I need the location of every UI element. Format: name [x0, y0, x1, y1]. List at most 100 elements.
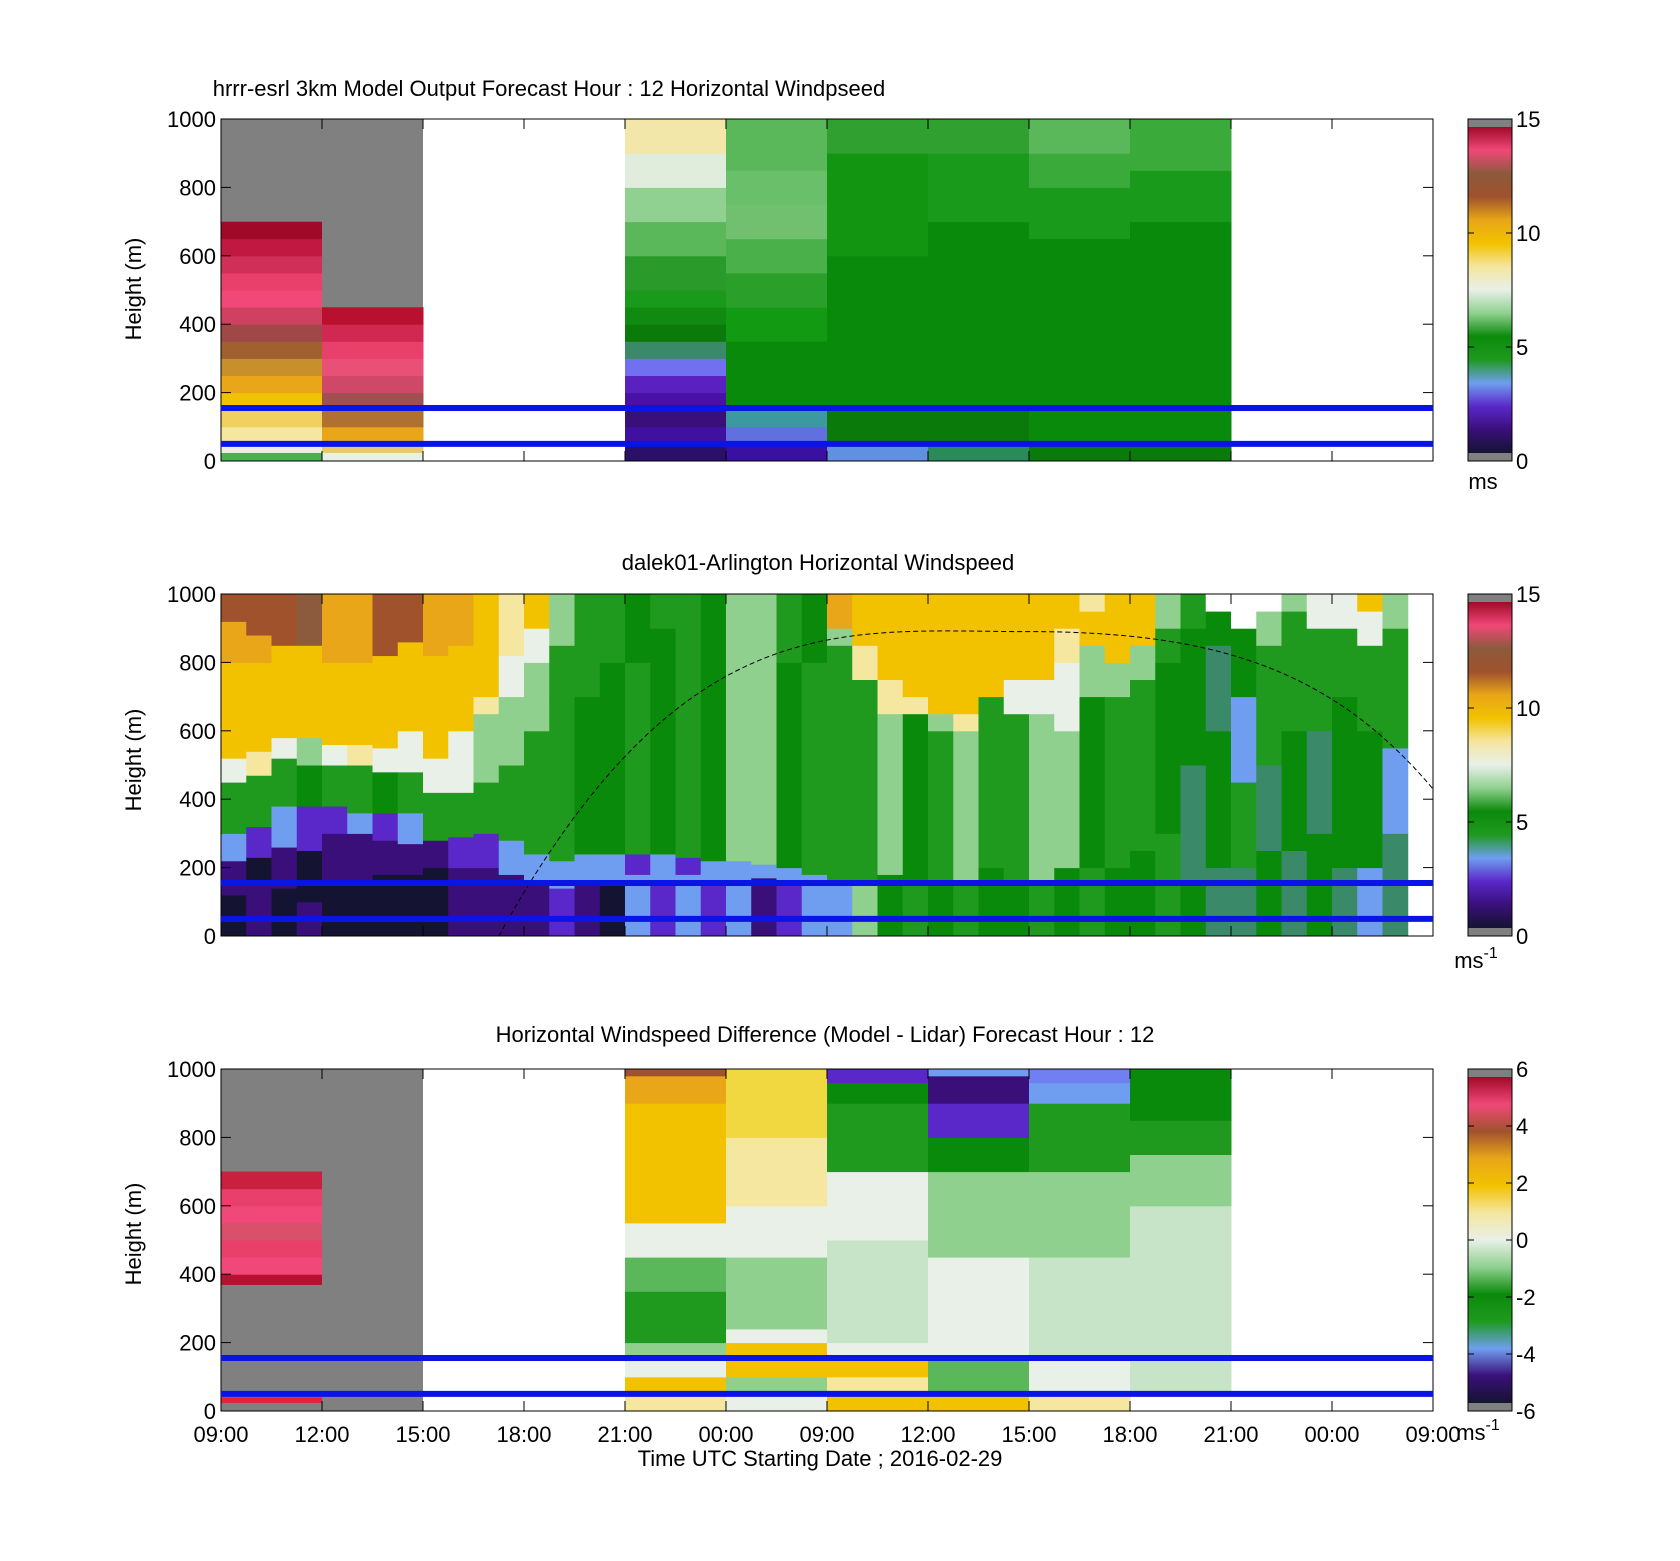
unit-base: ms: [1456, 1420, 1485, 1445]
heatmap-cell: [1029, 119, 1131, 154]
heatmap-cell: [625, 290, 727, 308]
heatmap-cell: [246, 635, 272, 663]
heatmap-cell: [221, 594, 247, 622]
heatmap-cell: [625, 221, 727, 257]
colorbar-tick-label: 2: [1516, 1171, 1528, 1196]
heatmap-cell: [827, 255, 929, 411]
heatmap-cell: [1205, 594, 1232, 612]
heatmap-cell: [1382, 628, 1409, 749]
heatmap-cell: [271, 737, 298, 759]
heatmap-cell: [271, 594, 298, 646]
heatmap-cell: [221, 860, 247, 896]
heatmap-cell: [397, 594, 424, 643]
heatmap-cell: [625, 153, 727, 188]
heatmap-cell: [473, 594, 500, 698]
heatmap-cell: [1306, 594, 1333, 629]
heatmap-cell: [928, 1257, 1030, 1361]
heatmap-cell: [322, 443, 424, 453]
heatmap-cell: [549, 645, 575, 698]
heatmap-cell: [827, 1359, 929, 1378]
heatmap-cell: [574, 594, 601, 698]
x-tick-label: 09:00: [193, 1422, 248, 1447]
heatmap-cell: [322, 806, 348, 834]
colorbar-tick-label: 5: [1516, 335, 1528, 360]
heatmap-cell: [397, 730, 424, 773]
heatmap-cell: [221, 621, 247, 663]
heatmap-cell: [1104, 594, 1131, 663]
heatmap-cell: [1029, 1359, 1131, 1395]
heatmap-cell: [1130, 645, 1156, 680]
x-tick-label: 00:00: [1304, 1422, 1359, 1447]
heatmap-cell: [953, 730, 979, 886]
heatmap-cell: [296, 737, 323, 766]
heatmap-cell: [322, 881, 348, 937]
heatmap-cell: [221, 1240, 323, 1258]
heatmap-cell: [726, 1069, 828, 1138]
heatmap-cell: [928, 1359, 1030, 1395]
heatmap-cell: [827, 628, 853, 646]
heatmap-cell: [625, 1257, 727, 1292]
panel-model-colorbar: 0 5 10 15: [1467, 107, 1540, 474]
y-tick-label: 600: [179, 1194, 216, 1219]
x-tick-label: 09:00: [799, 1422, 854, 1447]
heatmap-cell: [271, 806, 298, 848]
heatmap-cell: [1357, 594, 1383, 612]
heatmap-cell: [852, 645, 878, 680]
x-tick-label: 15:00: [395, 1422, 450, 1447]
heatmap-cell: [751, 864, 777, 879]
heatmap-cell: [928, 1137, 1030, 1173]
heatmap-cell: [1130, 443, 1232, 462]
heatmap-cell: [246, 751, 272, 776]
heatmap-cell: [1029, 153, 1131, 188]
heatmap-cell: [347, 833, 373, 886]
heatmap-cell: [1231, 867, 1257, 937]
heatmap-cell: [322, 662, 348, 745]
heatmap-cell: [625, 1075, 727, 1104]
colorbar-gradient: [1468, 602, 1512, 928]
heatmap-cell: [852, 884, 878, 937]
heatmap-cell: [1054, 867, 1080, 937]
heatmap-cell: [1205, 645, 1232, 732]
panel-difference-colorbar: -6 -4 -2 0 2 4 6: [1467, 1057, 1536, 1424]
heatmap-cell: [1256, 594, 1282, 612]
heatmap-cell: [322, 324, 424, 342]
colorbar-frame: [1467, 593, 1513, 937]
heatmap-cell: [322, 426, 424, 445]
heatmap-cell: [625, 1069, 727, 1077]
heatmap-cell: [726, 594, 752, 862]
heatmap-cell: [574, 696, 601, 855]
heatmap-cell: [423, 867, 449, 937]
heatmap-cell: [221, 409, 323, 428]
colorbar-tick-label: 15: [1516, 582, 1540, 607]
heatmap-cell: [221, 1397, 323, 1403]
heatmap-cell: [827, 443, 929, 462]
y-tick-label: 200: [179, 856, 216, 881]
heatmap-cell: [599, 853, 626, 882]
colorbar-gradient: [1468, 127, 1512, 453]
heatmap-cell: [928, 1171, 1030, 1258]
heatmap-cell: [296, 765, 323, 807]
heatmap-cell: [1003, 679, 1030, 715]
y-tick-label: 0: [204, 1399, 216, 1424]
heatmap-cell: [700, 884, 727, 937]
heatmap-cell: [625, 1376, 727, 1395]
colorbar-tick-label: -2: [1516, 1285, 1536, 1310]
heatmap-cell: [549, 888, 575, 937]
unit-exponent: -1: [1486, 1417, 1500, 1434]
heatmap-cell: [372, 840, 399, 875]
heatmap-cell: [928, 221, 1030, 411]
heatmap-cell: [751, 594, 777, 865]
heatmap-cell: [1231, 628, 1257, 698]
heatmap-cell: [625, 1359, 727, 1378]
x-tick-label: 21:00: [1203, 1422, 1258, 1447]
heatmap-cell: [322, 452, 424, 462]
heatmap-cell: [1029, 443, 1131, 462]
heatmap-cell: [473, 713, 500, 783]
heatmap-cell: [1130, 1120, 1232, 1155]
heatmap-cell: [372, 771, 399, 814]
heatmap-cell: [827, 153, 929, 257]
heatmap-cell: [928, 1075, 1030, 1104]
heatmap-cell: [1003, 713, 1030, 886]
heatmap-cell: [751, 877, 777, 937]
colorbar-tick-label: 4: [1516, 1114, 1528, 1139]
